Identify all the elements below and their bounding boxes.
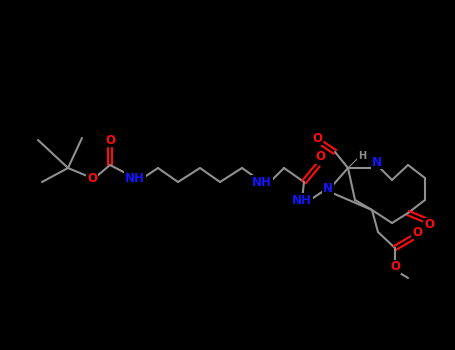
Text: O: O — [412, 225, 422, 238]
Text: O: O — [315, 150, 325, 163]
Text: NH: NH — [252, 175, 272, 189]
Text: NH: NH — [125, 172, 145, 184]
Text: O: O — [87, 172, 97, 184]
Text: N: N — [323, 182, 333, 195]
Text: O: O — [424, 218, 434, 231]
Text: N: N — [372, 155, 382, 168]
Text: O: O — [105, 133, 115, 147]
Text: NH: NH — [292, 194, 312, 206]
Text: H: H — [358, 151, 366, 161]
Text: O: O — [312, 132, 322, 145]
Text: O: O — [390, 260, 400, 273]
